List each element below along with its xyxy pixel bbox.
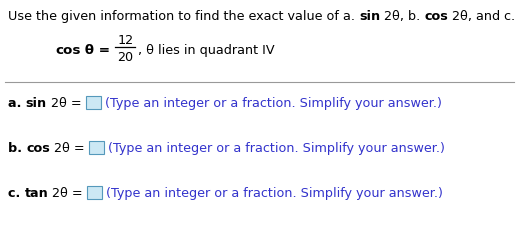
Text: a.: a. [8, 96, 26, 109]
Text: a.: a. [343, 10, 359, 23]
Text: (Type an integer or a fraction. Simplify your answer.): (Type an integer or a fraction. Simplify… [106, 186, 443, 199]
Text: 20: 20 [117, 51, 133, 64]
Text: Use the given information to find the exact value of: Use the given information to find the ex… [8, 10, 343, 23]
Text: cos: cos [26, 141, 50, 154]
Text: c.: c. [8, 186, 25, 199]
Bar [89, 141, 104, 154]
Text: 2θ =: 2θ = [47, 96, 86, 109]
Text: 2θ =: 2θ = [48, 186, 87, 199]
Text: 2θ, and: 2θ, and [448, 10, 504, 23]
Text: b.: b. [408, 10, 424, 23]
Text: 12: 12 [117, 34, 133, 47]
Text: 2θ =: 2θ = [50, 141, 89, 154]
Text: (Type an integer or a fraction. Simplify your answer.): (Type an integer or a fraction. Simplify… [108, 141, 445, 154]
Text: cos: cos [424, 10, 448, 23]
Bar [87, 186, 102, 199]
Text: sin: sin [359, 10, 380, 23]
Text: 2θ,: 2θ, [380, 10, 408, 23]
Text: tan: tan [25, 186, 48, 199]
Bar [86, 96, 101, 109]
Text: , θ lies in quadrant IV: , θ lies in quadrant IV [138, 44, 275, 57]
Text: θ =: θ = [80, 44, 115, 57]
Text: c.: c. [504, 10, 519, 23]
Text: (Type an integer or a fraction. Simplify your answer.): (Type an integer or a fraction. Simplify… [105, 96, 442, 109]
Text: cos: cos [55, 44, 80, 57]
Text: b.: b. [8, 141, 26, 154]
Text: sin: sin [26, 96, 47, 109]
